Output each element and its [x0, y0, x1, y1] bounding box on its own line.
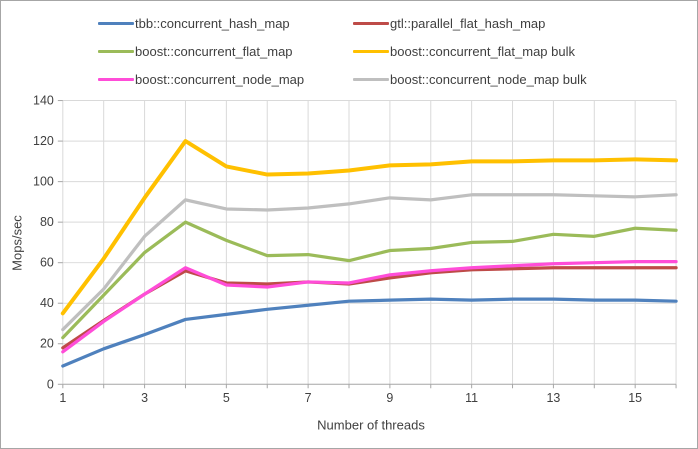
- svg-text:5: 5: [223, 391, 230, 405]
- legend-item-boost-concurrent-flat-map-bulk: boost::concurrent_flat_map bulk: [353, 43, 575, 59]
- legend-label: boost::concurrent_node_map: [135, 71, 305, 87]
- y-axis-title: Mops/sec: [9, 215, 25, 271]
- legend-item-boost-concurrent-node-map: boost::concurrent_node_map: [98, 71, 304, 87]
- legend-line-swatch: [353, 49, 389, 53]
- legend-label: gtl::parallel_flat_hash_map: [390, 15, 546, 31]
- legend: tbb::concurrent_hash_map gtl::parallel_f…: [1, 1, 697, 97]
- svg-text:1: 1: [59, 391, 66, 405]
- legend-item-gtl-parallel-flat-hash-map: gtl::parallel_flat_hash_map: [353, 15, 545, 31]
- legend-label: boost::concurrent_flat_map: [135, 43, 293, 59]
- legend-line-swatch: [98, 77, 134, 81]
- svg-text:7: 7: [305, 391, 312, 405]
- svg-text:140: 140: [33, 94, 54, 108]
- svg-text:11: 11: [465, 391, 478, 405]
- legend-line-swatch: [353, 21, 389, 25]
- svg-text:100: 100: [33, 175, 54, 189]
- svg-text:40: 40: [40, 296, 54, 310]
- svg-text:9: 9: [386, 391, 393, 405]
- svg-text:3: 3: [141, 391, 148, 405]
- svg-text:20: 20: [40, 337, 54, 351]
- legend-line-swatch: [98, 49, 134, 53]
- legend-label: boost::concurrent_node_map bulk: [390, 71, 587, 87]
- svg-text:80: 80: [40, 215, 54, 229]
- legend-line-swatch: [98, 21, 134, 25]
- svg-text:60: 60: [40, 256, 54, 270]
- legend-line-swatch: [353, 77, 389, 81]
- legend-item-boost-concurrent-flat-map: boost::concurrent_flat_map: [98, 43, 293, 59]
- svg-text:120: 120: [33, 134, 54, 148]
- legend-label: tbb::concurrent_hash_map: [135, 15, 290, 31]
- x-axis-title: Number of threads: [317, 417, 425, 433]
- svg-text:13: 13: [546, 391, 560, 405]
- svg-text:0: 0: [47, 377, 54, 391]
- svg-text:15: 15: [628, 391, 642, 405]
- legend-item-boost-concurrent-node-map-bulk: boost::concurrent_node_map bulk: [353, 71, 587, 87]
- legend-label: boost::concurrent_flat_map bulk: [390, 43, 575, 59]
- legend-item-tbb-concurrent-hash-map: tbb::concurrent_hash_map: [98, 15, 290, 31]
